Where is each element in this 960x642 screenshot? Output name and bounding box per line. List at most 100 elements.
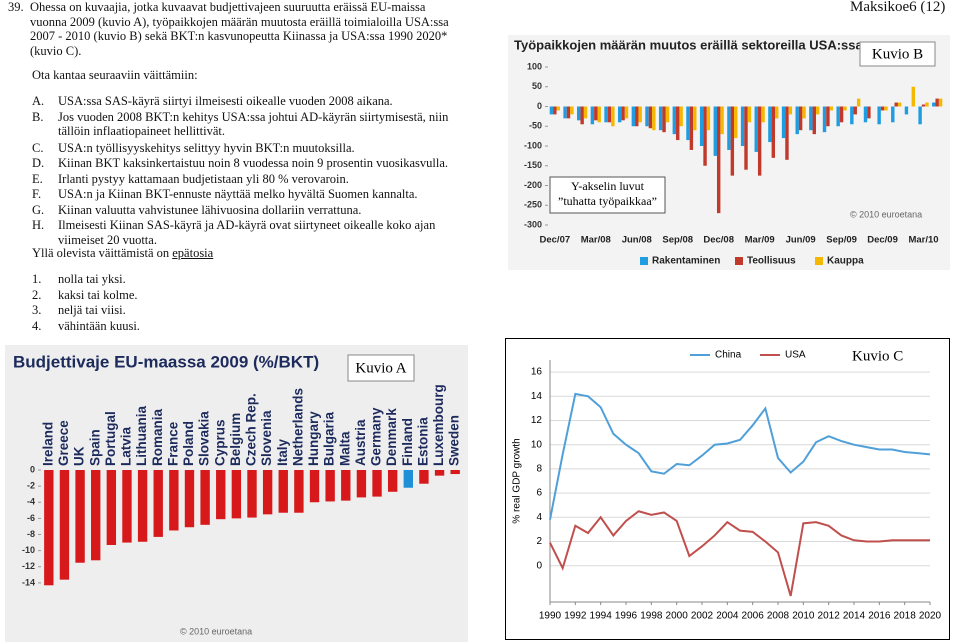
x-tick-label: Mar/08 — [581, 235, 611, 246]
legend-swatch — [640, 257, 648, 265]
y-tick-label: 50 — [532, 81, 542, 91]
bar — [611, 106, 615, 127]
statement: F. USA:n ja Kiinan BKT-ennuste näyttää me… — [32, 187, 462, 202]
bar — [91, 470, 101, 561]
chart-a: Budjettivaje EU-maassa 2009 (%/BKT) 0 -2 -4… — [5, 345, 468, 642]
bar — [829, 106, 834, 111]
statement-letter: D. — [32, 156, 45, 170]
y-tick-label: -6 — [27, 513, 35, 523]
prompt-text: Yllä olevista väittämistä on — [32, 246, 170, 260]
bar — [921, 104, 926, 107]
y-tick-label: 2 — [536, 536, 542, 547]
bar — [597, 106, 601, 123]
bar — [706, 106, 711, 131]
bar — [563, 106, 567, 119]
y-tick-label: -8 — [27, 529, 35, 539]
statement-text: USA:n työllisyyskehitys selittyy hyvin B… — [58, 140, 355, 155]
bar — [938, 98, 943, 107]
bar — [850, 106, 854, 125]
bar — [665, 106, 670, 123]
x-tick-label: 2010 — [792, 611, 815, 622]
bar — [676, 106, 680, 141]
bar — [761, 106, 765, 123]
statement: G. Kiinan valuutta vahvistunee lähivuosin… — [32, 203, 462, 218]
y-tick-label: 4 — [536, 512, 542, 523]
y-tick-label: -50 — [529, 121, 542, 131]
bar — [932, 102, 936, 107]
bar — [897, 102, 902, 107]
legend-label: Kauppa — [827, 256, 864, 267]
chart-title: Työpaikkojen määrän muutos eräillä sekto… — [514, 37, 863, 52]
y-tick-label: -200 — [524, 180, 542, 190]
statement-letter: H. — [32, 218, 45, 232]
bar — [356, 470, 367, 498]
bar — [419, 470, 429, 484]
y-tick-label: 14 — [531, 391, 543, 402]
legend-label: USA — [785, 350, 806, 361]
bar — [648, 106, 653, 129]
bar — [826, 106, 830, 127]
bar — [935, 98, 939, 107]
bar — [703, 106, 707, 166]
bar — [583, 106, 588, 119]
bar — [604, 106, 608, 123]
bar — [262, 470, 273, 515]
x-tick-label: Finland — [400, 418, 415, 466]
statement: D. Kiinan BKT kaksinkertaistuu noin 8 vuo… — [32, 156, 462, 171]
bar — [747, 106, 752, 123]
bar — [231, 470, 242, 519]
bar — [652, 106, 656, 131]
statement-text: Kiinan BKT kaksinkertaistuu noin 8 vuode… — [58, 156, 449, 170]
y-axis-title: % real GDP growth — [512, 438, 523, 523]
note-box — [549, 176, 666, 214]
x-tick-label: Dec/07 — [540, 235, 571, 246]
x-tick-label: Ireland — [40, 422, 55, 466]
x-tick-label: Cyprus — [212, 419, 227, 466]
note-text: Y-akselin luvut — [571, 179, 645, 193]
exam-label: Maksikoe6 (12) — [850, 0, 946, 15]
bar — [918, 106, 922, 125]
bar — [693, 106, 697, 131]
bar — [815, 106, 820, 115]
x-tick-label: Slovenia — [259, 410, 274, 466]
legend-label: China — [715, 350, 742, 361]
x-tick-label: 2018 — [894, 611, 917, 622]
x-tick-label: Bulgaria — [322, 411, 337, 466]
x-tick-label: 2004 — [716, 611, 739, 622]
bar — [577, 106, 581, 121]
bar — [247, 470, 257, 518]
statement-text: USA:n ja Kiinan BKT-ennuste näyttää melk… — [58, 187, 418, 201]
bar — [278, 470, 288, 513]
answer-number: 3. — [32, 303, 42, 317]
y-tick-label: 100 — [527, 61, 542, 71]
x-tick-label: 1998 — [640, 611, 663, 622]
y-tick-label: -100 — [524, 140, 542, 150]
answer: 4. vähintään kuusi. — [32, 319, 462, 334]
x-tick-label: Estonia — [415, 417, 430, 466]
y-tick-label: -300 — [524, 219, 542, 229]
x-tick-label: Romania — [150, 408, 165, 466]
bar — [341, 470, 351, 501]
x-tick-label: Czech Rep. — [244, 393, 259, 466]
statement: B. Jos vuoden 2008 BKT:n kehitys USA:ssa … — [32, 110, 462, 139]
bar — [607, 106, 612, 123]
bar — [679, 106, 683, 127]
bar — [843, 106, 847, 111]
bar — [730, 106, 735, 176]
bar — [570, 106, 574, 115]
bar — [727, 106, 731, 150]
bar — [867, 106, 871, 119]
x-tick-label: Jun/08 — [622, 235, 652, 246]
bar — [621, 106, 625, 121]
bar — [294, 470, 304, 513]
y-tick-label: 0 — [536, 560, 542, 571]
statement: E. Irlanti pystyy kattamaan budjetistaan … — [32, 172, 462, 187]
bar — [925, 102, 929, 107]
bar — [812, 106, 816, 135]
x-tick-label: Luxembourg — [431, 384, 446, 466]
answer: 2. kaksi tai kolme. — [32, 288, 462, 303]
bar — [153, 470, 163, 537]
x-tick-label: Malta — [337, 431, 352, 466]
